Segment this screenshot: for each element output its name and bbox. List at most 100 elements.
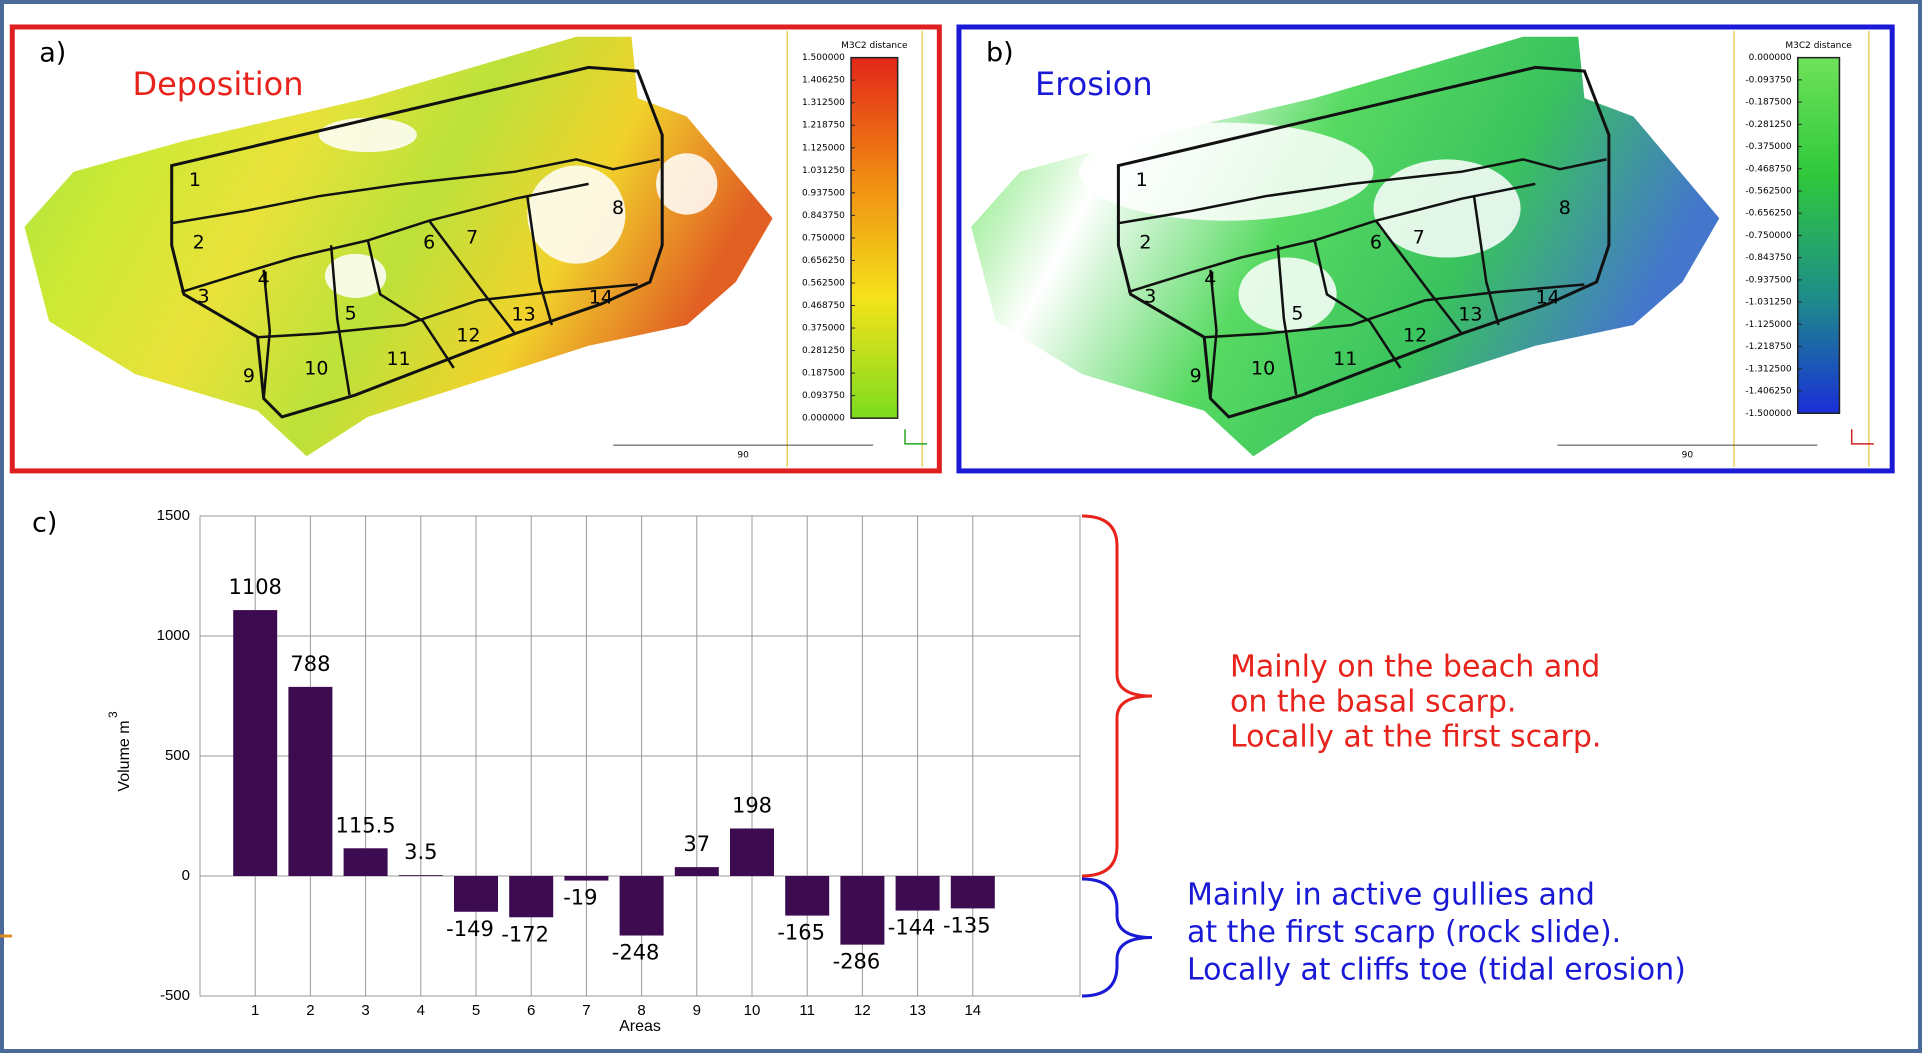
x-tick-label: 11 xyxy=(799,1002,815,1019)
x-tick-label: 7 xyxy=(582,1002,590,1019)
data-label: 788 xyxy=(290,652,330,676)
x-tick-label: 4 xyxy=(417,1002,425,1019)
colorbar-tick-label: -0.375000 xyxy=(1745,142,1791,152)
x-tick-label: 2 xyxy=(306,1002,314,1019)
colorbar-tick-label: 1.406250 xyxy=(802,76,845,86)
colorbar-tick-label: 1.500000 xyxy=(802,53,845,63)
area-label: 4 xyxy=(1204,268,1216,290)
data-label: 198 xyxy=(732,793,772,817)
y-tick-label: 1000 xyxy=(157,627,190,644)
data-label: -149 xyxy=(446,917,494,941)
colorbar-tick-label: -1.125000 xyxy=(1745,320,1791,330)
x-axis-title: Areas xyxy=(619,1018,661,1035)
panel-label: c) xyxy=(32,508,57,539)
colorbar-tick-label: -1.406250 xyxy=(1745,387,1791,397)
colorbar-tick-label: 0.656250 xyxy=(802,256,845,266)
data-label: -144 xyxy=(888,916,936,940)
colorbar-tick-label: -0.562500 xyxy=(1745,186,1791,196)
data-label: 115.5 xyxy=(336,813,396,837)
area-label: 2 xyxy=(1139,231,1151,253)
annotation: on the basal scarp. xyxy=(1230,685,1516,720)
data-label: -165 xyxy=(777,921,825,945)
colorbar-tick-label: -0.281250 xyxy=(1745,120,1791,130)
colorbar-tick-label: 0.187500 xyxy=(802,369,845,379)
bar xyxy=(288,687,332,876)
y-tick-label: 0 xyxy=(182,867,190,884)
x-tick-label: 1 xyxy=(251,1002,259,1019)
colorbar-tick-label: 0.000000 xyxy=(802,414,845,424)
map-gap xyxy=(1079,123,1373,221)
bar xyxy=(233,610,277,876)
area-label: 12 xyxy=(1403,325,1427,347)
x-tick-label: 14 xyxy=(964,1002,981,1019)
bar xyxy=(509,876,553,917)
annotation: Locally at the first scarp. xyxy=(1230,720,1601,755)
y-tick-label: 500 xyxy=(165,747,190,764)
map-gap xyxy=(319,118,417,152)
colorbar-tick-label: -0.468750 xyxy=(1745,164,1791,174)
y-axis-title: Volume m xyxy=(116,720,133,791)
area-label: 3 xyxy=(1144,285,1156,307)
brace xyxy=(1082,516,1152,876)
colorbar-tick-label: 0.093750 xyxy=(802,391,845,401)
bar xyxy=(896,876,940,911)
x-tick-label: 5 xyxy=(472,1002,480,1019)
panel-label: a) xyxy=(39,37,66,68)
area-label: 1 xyxy=(1136,169,1148,191)
figure: 1234567891011121314a)DepositionM3C2 dist… xyxy=(0,0,1922,1053)
data-label: 3.5 xyxy=(404,840,437,864)
area-label: 9 xyxy=(243,365,255,387)
colorbar-tick-label: -0.093750 xyxy=(1745,75,1791,85)
colorbar xyxy=(1798,58,1840,414)
annotation: Locally at cliffs toe (tidal erosion) xyxy=(1187,953,1686,988)
colorbar-title: M3C2 distance xyxy=(841,41,908,51)
colorbar-tick-label: 1.218750 xyxy=(802,121,845,131)
bar xyxy=(564,876,608,881)
colorbar-tick-label: -0.187500 xyxy=(1745,98,1791,108)
colorbar-tick-label: 1.312500 xyxy=(802,98,845,108)
brace xyxy=(1082,879,1152,996)
area-label: 13 xyxy=(1458,304,1482,326)
area-label: 6 xyxy=(1370,231,1382,253)
colorbar-tick-label: 0.843750 xyxy=(802,211,845,221)
area-label: 14 xyxy=(589,286,613,308)
bar xyxy=(620,876,664,936)
area-label: 10 xyxy=(304,358,328,380)
area-label: 4 xyxy=(258,268,270,290)
area-label: 1 xyxy=(189,169,201,191)
x-tick-label: 8 xyxy=(637,1002,645,1019)
bar xyxy=(675,867,719,876)
area-label: 11 xyxy=(386,348,410,370)
bar xyxy=(951,876,995,908)
colorbar-tick-label: 0.562500 xyxy=(802,278,845,288)
colorbar-tick-label: 1.125000 xyxy=(802,143,845,153)
panel-title: Deposition xyxy=(132,65,303,103)
bar xyxy=(399,875,443,876)
data-label: -248 xyxy=(612,941,660,965)
data-label: 1108 xyxy=(228,575,281,599)
colorbar-tick-label: -1.031250 xyxy=(1745,298,1791,308)
area-label: 3 xyxy=(198,285,210,307)
colorbar-tick-label: 0.281250 xyxy=(802,346,845,356)
area-label: 11 xyxy=(1333,348,1357,370)
x-tick-label: 3 xyxy=(361,1002,369,1019)
y-tick-label: 1500 xyxy=(157,507,190,524)
colorbar-tick-label: 0.468750 xyxy=(802,301,845,311)
scale-label: 90 xyxy=(737,450,749,460)
bar xyxy=(454,876,498,912)
area-label: 6 xyxy=(423,231,435,253)
colorbar-tick-label: 0.000000 xyxy=(1749,53,1792,63)
colorbar-tick-label: 0.750000 xyxy=(802,233,845,243)
area-label: 10 xyxy=(1251,358,1275,380)
annotation: at the first scarp (rock slide). xyxy=(1187,915,1621,950)
y-axis-superscript: 3 xyxy=(106,711,120,718)
data-label: 37 xyxy=(683,832,710,856)
panel-title: Erosion xyxy=(1035,65,1153,103)
area-label: 5 xyxy=(345,302,357,324)
colorbar-title: M3C2 distance xyxy=(1785,41,1852,51)
colorbar-tick-label: -0.843750 xyxy=(1745,253,1791,263)
y-tick-label: -500 xyxy=(160,987,190,1004)
colorbar xyxy=(851,58,898,419)
x-tick-label: 6 xyxy=(527,1002,535,1019)
colorbar-tick-label: -1.218750 xyxy=(1745,342,1791,352)
